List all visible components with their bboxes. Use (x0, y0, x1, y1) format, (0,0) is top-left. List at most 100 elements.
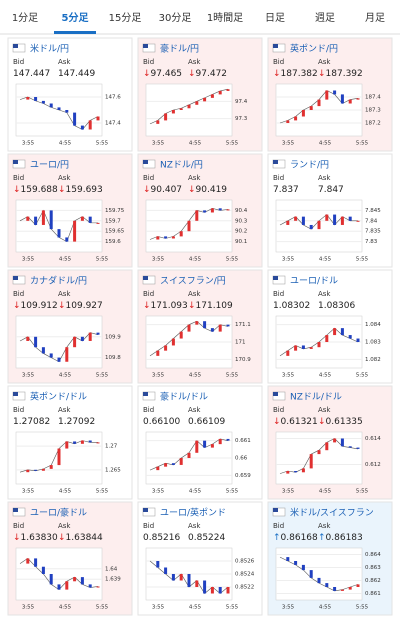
tab[interactable]: 日足 (265, 12, 285, 24)
candle (294, 216, 298, 221)
x-tick-label: 4:55 (189, 141, 202, 147)
ask-value: ↓1.63844 (58, 533, 103, 543)
ask-number: 1.27092 (58, 417, 95, 427)
rate-panel[interactable]: ユーロ/英ポンド Bid Ask 0.85216 0.85224 0.8526 0.8524… (137, 501, 263, 616)
bid-number: 171.093 (151, 301, 188, 311)
candle (57, 107, 61, 110)
x-tick-label: 4:55 (189, 605, 202, 611)
candle (286, 220, 290, 225)
candle (294, 345, 298, 351)
ask-number: 1.08306 (318, 301, 355, 311)
ask-value: 7.847 (318, 185, 344, 195)
bid-number: 187.382 (281, 69, 318, 79)
candle (26, 469, 30, 473)
flag-icon-part (143, 508, 148, 512)
x-tick-label: 4:55 (59, 141, 72, 147)
ask-value: 1.08306 (318, 301, 355, 311)
flag-icon-part (13, 508, 18, 512)
candle (309, 454, 313, 469)
candle (156, 120, 160, 124)
x-tick-label: 5:55 (96, 257, 109, 263)
y-tick-label: 1.082 (365, 357, 381, 363)
tab[interactable]: 1時間足 (207, 12, 243, 24)
candle (356, 338, 360, 342)
candle (65, 347, 69, 362)
candle (88, 120, 92, 130)
x-tick-label: 5:55 (356, 373, 369, 379)
rate-panel[interactable]: ランド/円 Bid Ask 7.837 7.847 7.845 7.84 7.835 7.83 3… (267, 153, 393, 268)
tab[interactable]: 週足 (315, 12, 335, 24)
candle (88, 216, 92, 223)
ask-number: 0.61335 (326, 417, 363, 427)
tab[interactable]: 30分足 (159, 12, 192, 24)
candle (195, 321, 199, 325)
y-tick-label: 97.3 (235, 116, 248, 122)
candle (57, 357, 61, 362)
candle (301, 216, 305, 225)
rate-panel[interactable]: 豪ドル/ドル Bid Ask 0.66100 0.66109 0.661 0.66 0.659… (137, 385, 263, 500)
ask-number: 109.927 (66, 301, 103, 311)
candle (80, 216, 84, 221)
candle (348, 335, 352, 339)
ask-number: 159.693 (66, 185, 103, 195)
candle (301, 345, 305, 349)
tab[interactable]: 15分足 (109, 12, 142, 24)
tab[interactable]: 1分足 (12, 12, 38, 24)
candle (317, 342, 321, 348)
ask-label: Ask (318, 290, 331, 298)
candle (65, 110, 69, 113)
candle (73, 577, 77, 582)
ask-value: ↓109.927 (58, 301, 103, 311)
y-tick-label: 159.6 (105, 239, 121, 245)
ask-number: 90.419 (196, 185, 228, 195)
candle (88, 332, 92, 341)
y-tick-label: 0.661 (235, 438, 251, 444)
rate-panel[interactable]: ユーロ/ドル Bid Ask 1.08302 1.08306 1.084 1.083 1.08… (267, 269, 393, 384)
candle (356, 447, 360, 449)
y-tick-label: 0.8522 (235, 585, 254, 591)
chart-area (145, 83, 233, 137)
trend-arrow: ↓ (318, 69, 326, 79)
bid-label: Bid (273, 290, 284, 298)
candle (179, 574, 183, 581)
candle (179, 458, 183, 465)
bid-value: ↓109.912 (13, 301, 58, 311)
candle (356, 220, 360, 222)
tab[interactable]: 月足 (365, 12, 385, 24)
pair-name: 豪ドル/円 (160, 43, 199, 55)
rate-panel[interactable]: 米ドル/円 Bid Ask 147.447 147.449 147.6 147.4 3:55 4… (7, 37, 133, 152)
x-tick-label: 5:55 (226, 489, 239, 495)
candle (73, 112, 77, 126)
y-tick-label: 187.4 (365, 95, 381, 101)
candle (156, 236, 160, 240)
x-tick-label: 3:55 (22, 141, 35, 147)
x-tick-label: 5:55 (96, 373, 109, 379)
ask-number: 187.392 (326, 69, 363, 79)
x-tick-label: 3:55 (22, 489, 35, 495)
tab[interactable]: 5分足 (62, 11, 90, 24)
ask-number: 0.86183 (326, 533, 363, 543)
trend-arrow: ↓ (273, 69, 281, 79)
ask-label: Ask (58, 174, 71, 182)
tab-bar (0, 0, 400, 34)
y-tick-label: 159.65 (105, 229, 125, 235)
rate-panel[interactable]: 英ポンド/ドル Bid Ask 1.27082 1.27092 1.27 1.265 3:55… (7, 385, 133, 500)
candle (26, 216, 30, 221)
trend-arrow: ↓ (13, 301, 21, 311)
bid-value: ↑0.86168 (273, 533, 318, 543)
candle (34, 469, 38, 471)
ask-number: 1.63844 (66, 533, 103, 543)
flag-icon-part (143, 276, 148, 280)
ask-value: ↑0.86183 (318, 533, 363, 543)
price-line (149, 320, 229, 357)
x-tick-label: 4:55 (59, 489, 72, 495)
